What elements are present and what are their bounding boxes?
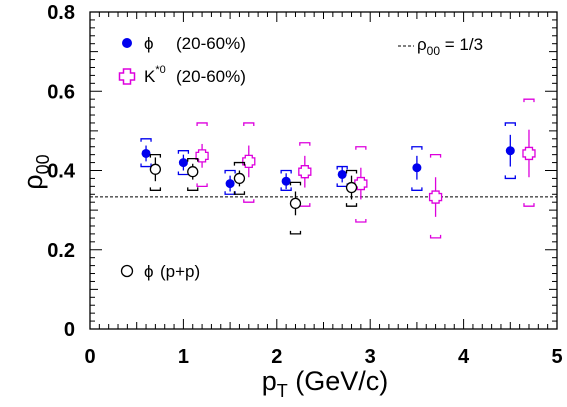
data-point	[187, 166, 199, 178]
data-point	[428, 190, 443, 204]
legend-marker-open-circle	[120, 264, 134, 278]
legend-label-phi-auau-text: (20-60%)	[176, 34, 246, 53]
data-point	[149, 163, 162, 175]
data-point	[505, 146, 515, 156]
sys-bracket-lower	[355, 219, 367, 223]
x-tick-label: 2	[271, 346, 282, 368]
x-axis-symbol: p	[262, 366, 277, 396]
sys-bracket-lower	[523, 203, 535, 207]
y-tick-label: 0	[64, 319, 75, 341]
y-axis-title: ρ00	[18, 154, 53, 189]
x-tick-label: 1	[178, 346, 189, 368]
series-kstar_auau	[195, 98, 536, 239]
legend-entry-reference-line: ρ00 = 1/3	[398, 35, 483, 58]
y-tick-labels: 0 0.2 0.4 0.6 0.8	[47, 2, 76, 341]
data-marks	[140, 98, 536, 239]
sys-bracket-upper	[289, 181, 302, 186]
legend-label-reference: ρ00 = 1/3	[417, 35, 483, 58]
legend-label-kstar-auau-symbol: K*0	[144, 64, 166, 86]
sys-bracket-lower	[504, 175, 516, 180]
data-point	[412, 163, 422, 173]
legend-label-kstar-auau-text: (20-60%)	[176, 67, 246, 86]
sys-bracket-upper	[345, 169, 358, 174]
legend-marker-filled-circle	[122, 38, 132, 48]
data-point	[289, 197, 302, 210]
legend-label-phi-pp-symbol: ϕ	[144, 262, 154, 281]
legend-entry-phi-pp: ϕ (p+p)	[120, 262, 200, 281]
sys-bracket-lower	[140, 163, 152, 168]
data-point	[195, 149, 209, 163]
sys-bracket-lower	[429, 234, 442, 239]
data-point	[242, 154, 256, 169]
data-point	[298, 165, 312, 179]
y-axis-subscript: 00	[33, 154, 53, 174]
data-point	[354, 176, 368, 191]
svg-text:ρ00: ρ00	[18, 154, 53, 189]
legend-entry-kstar-auau: K*0 (20-60%)	[118, 64, 246, 86]
data-point	[281, 176, 291, 186]
sys-bracket-upper	[233, 161, 246, 166]
sys-bracket-upper	[187, 157, 199, 162]
sys-bracket-upper	[411, 146, 423, 150]
sys-bracket-upper	[355, 146, 367, 150]
y-tick-label: 0.8	[47, 2, 75, 24]
sys-bracket-lower	[411, 187, 423, 191]
y-tick-label: 0.6	[47, 81, 75, 103]
legend-label-reference-symbol: ρ	[417, 35, 427, 54]
sys-bracket-upper	[523, 98, 535, 103]
y-tick-label: 0.4	[47, 161, 76, 183]
sys-bracket-lower	[233, 191, 246, 195]
sys-bracket-upper	[280, 169, 292, 174]
series-phi_auau	[140, 122, 516, 195]
sys-bracket-upper	[196, 122, 208, 126]
data-point	[141, 148, 151, 158]
sys-bracket-lower	[187, 187, 199, 191]
x-tick-label: 0	[84, 346, 95, 368]
sys-bracket-lower	[224, 191, 236, 195]
legend-label-phi-auau-symbol: ϕ	[144, 34, 154, 53]
data-point	[225, 179, 235, 189]
sys-bracket-lower	[243, 199, 255, 203]
x-axis-subscript: T	[277, 381, 288, 401]
sys-bracket-upper	[504, 122, 516, 126]
axis-ticks	[89, 11, 558, 330]
y-axis-symbol: ρ	[18, 174, 48, 189]
data-point	[233, 172, 246, 185]
sys-bracket-lower	[280, 187, 292, 191]
data-point	[522, 146, 536, 161]
series-phi_pp	[149, 154, 358, 235]
sys-bracket-lower	[149, 187, 162, 191]
sys-bracket-upper	[299, 142, 311, 146]
x-tick-label: 5	[551, 346, 562, 368]
legend-label-phi-pp-text: (p+p)	[160, 262, 200, 281]
sys-bracket-upper	[140, 138, 152, 142]
sys-bracket-upper	[429, 154, 442, 158]
legend-label-kstar-symbol: K	[144, 67, 156, 86]
sys-bracket-lower	[289, 230, 302, 235]
sys-bracket-lower	[196, 183, 208, 187]
data-point	[345, 181, 358, 194]
legend: ϕ (20-60%) K*0 (20-60%) ϕ (p+p) ρ00 = 1/…	[118, 34, 483, 281]
y-tick-label: 0.2	[47, 240, 75, 262]
sys-bracket-upper	[177, 150, 190, 154]
legend-label-reference-subscript: 00	[427, 44, 441, 58]
x-axis-title: pT (GeV/c)	[262, 366, 389, 401]
data-point	[337, 169, 347, 179]
legend-label-reference-value: = 1/3	[440, 35, 483, 54]
legend-entry-phi-auau: ϕ (20-60%)	[122, 34, 246, 53]
x-tick-label: 4	[458, 346, 470, 368]
legend-label-kstar-superscript: *0	[155, 64, 165, 76]
legend-marker-open-cross	[118, 68, 136, 85]
sys-bracket-upper	[149, 154, 162, 158]
x-tick-label: 3	[365, 346, 376, 368]
data-point	[178, 158, 188, 168]
x-tick-labels: 0 1 2 3 4 5	[84, 346, 562, 368]
sys-bracket-upper	[224, 169, 236, 174]
x-axis-unit: (GeV/c)	[288, 366, 389, 396]
sys-bracket-lower	[345, 203, 358, 207]
sys-bracket-upper	[243, 122, 255, 126]
